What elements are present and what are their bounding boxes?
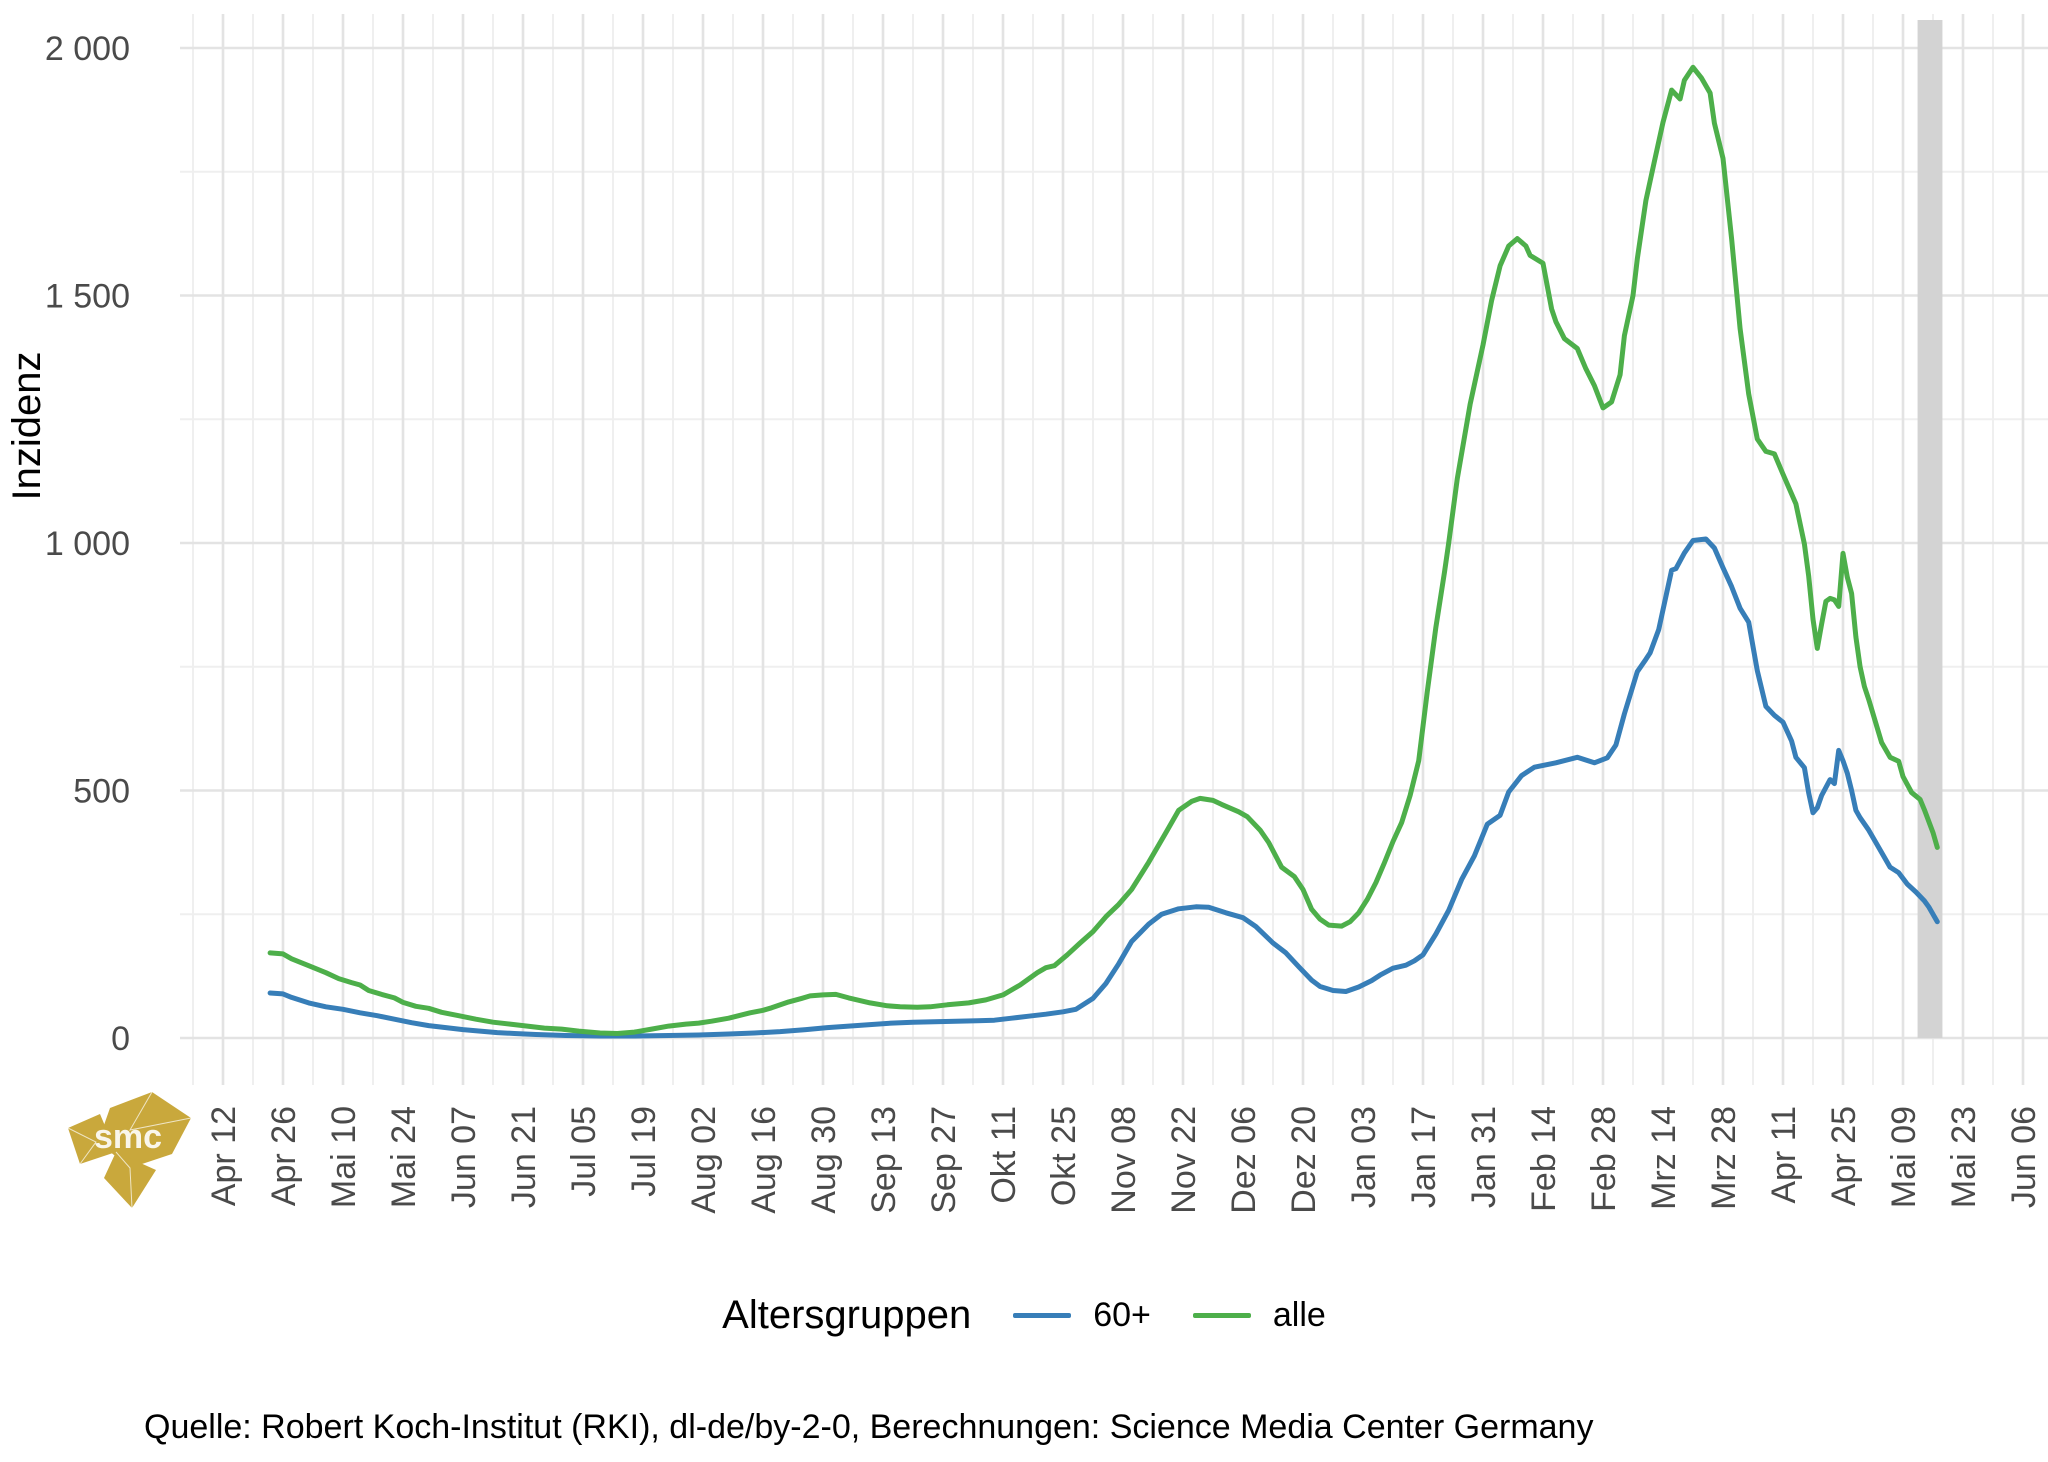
x-tick-label: Jan 17 <box>1405 1106 1443 1208</box>
x-tick-label: Okt 11 <box>985 1106 1023 1204</box>
legend-label-alle: alle <box>1272 1296 1326 1334</box>
x-tick-label: Nov 08 <box>1105 1106 1143 1214</box>
x-tick-label: Jan 03 <box>1345 1106 1383 1208</box>
x-tick-label: Mai 10 <box>325 1106 363 1208</box>
x-tick-label: Aug 30 <box>805 1106 843 1214</box>
x-tick-label: Mai 23 <box>1945 1106 1983 1208</box>
legend-item-60plus: 60+ <box>1013 1296 1151 1335</box>
x-tick-label: Dez 06 <box>1225 1106 1263 1214</box>
smc-logo: smc <box>67 1091 192 1209</box>
y-tick-label: 500 <box>73 773 130 811</box>
x-tick-label: Sep 27 <box>925 1106 963 1214</box>
x-tick-label: Dez 20 <box>1285 1106 1323 1214</box>
y-tick-label: 1 000 <box>45 525 130 563</box>
x-tick-label: Jun 06 <box>2005 1106 2043 1208</box>
x-tick-label: Apr 12 <box>205 1106 243 1206</box>
source-caption: Quelle: Robert Koch-Institut (RKI), dl-d… <box>144 1408 1594 1446</box>
x-tick-label: Feb 28 <box>1585 1106 1623 1212</box>
legend-line-swatch-alle <box>1192 1313 1251 1318</box>
y-axis-title: Inzidenz <box>5 351 49 501</box>
legend-line-swatch-60plus <box>1013 1313 1072 1318</box>
smc-logo-text: smc <box>94 1118 162 1156</box>
x-tick-label: Apr 25 <box>1825 1106 1863 1206</box>
series-line-alle <box>267 64 1940 1036</box>
x-tick-label: Mai 09 <box>1885 1106 1923 1208</box>
legend-title: Altersgruppen <box>722 1293 972 1337</box>
x-tick-label: Jun 21 <box>505 1106 543 1208</box>
x-tick-label: Mrz 28 <box>1705 1106 1743 1210</box>
x-tick-label: Mrz 14 <box>1645 1106 1683 1210</box>
x-tick-label: Mai 24 <box>385 1106 423 1208</box>
y-tick-label: 2 000 <box>45 30 130 68</box>
x-tick-label: Jul 05 <box>565 1106 603 1197</box>
x-tick-label: Jan 31 <box>1465 1106 1503 1208</box>
legend: Altersgruppen 60+ alle <box>0 1293 2048 1338</box>
x-tick-label: Apr 26 <box>265 1106 303 1206</box>
x-tick-label: Jun 07 <box>445 1106 483 1208</box>
series-line-60plus <box>267 536 1940 1039</box>
x-tick-label: Nov 22 <box>1165 1106 1203 1214</box>
x-tick-label: Jul 19 <box>625 1106 663 1197</box>
incomplete-data-band <box>1917 20 1943 1038</box>
x-tick-label: Sep 13 <box>865 1106 903 1214</box>
y-tick-label: 0 <box>111 1020 130 1058</box>
legend-label-60plus: 60+ <box>1093 1296 1151 1334</box>
x-tick-label: Okt 25 <box>1045 1106 1083 1206</box>
x-tick-label: Feb 14 <box>1525 1106 1563 1212</box>
y-tick-label: 1 500 <box>45 278 130 316</box>
x-tick-label: Apr 11 <box>1765 1106 1803 1204</box>
x-tick-label: Aug 02 <box>685 1106 723 1214</box>
legend-item-alle: alle <box>1192 1296 1326 1335</box>
x-tick-label: Aug 16 <box>745 1106 783 1214</box>
